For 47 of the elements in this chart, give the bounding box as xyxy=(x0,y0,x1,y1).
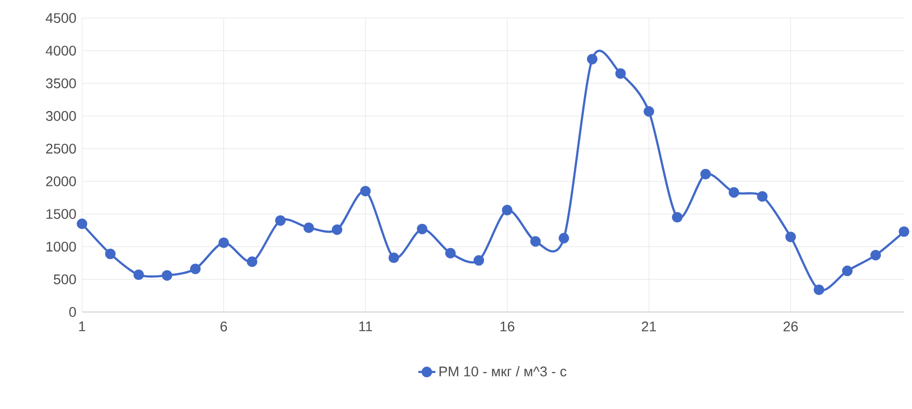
point xyxy=(728,187,740,198)
point xyxy=(388,252,400,264)
x-tick-label: 11 xyxy=(359,322,372,332)
point xyxy=(416,224,428,234)
y-tick-label: 4000 xyxy=(46,46,76,56)
y-tick-label: 500 xyxy=(54,274,76,284)
point xyxy=(586,54,598,64)
point xyxy=(502,204,512,216)
y-tick-label: 3000 xyxy=(46,111,76,121)
point xyxy=(615,68,626,79)
point xyxy=(814,284,824,296)
point xyxy=(303,222,314,233)
point xyxy=(672,212,683,223)
y-tick-label: 2000 xyxy=(46,176,76,186)
point xyxy=(644,106,654,117)
point xyxy=(105,248,116,260)
point xyxy=(445,248,456,258)
point xyxy=(246,256,258,267)
point xyxy=(757,191,768,202)
point xyxy=(842,266,853,276)
point xyxy=(530,236,541,247)
point xyxy=(360,186,371,196)
point xyxy=(190,264,201,274)
y-tick-label: 4500 xyxy=(46,13,76,23)
x-tick-label: 21 xyxy=(642,322,656,332)
x-tick-label: 1 xyxy=(79,322,86,332)
point xyxy=(700,168,711,180)
point xyxy=(218,237,230,248)
y-tick-label: 3500 xyxy=(46,78,76,88)
point xyxy=(162,270,172,281)
x-tick-label: 16 xyxy=(500,322,514,332)
point xyxy=(474,255,484,266)
y-tick-label: 2500 xyxy=(46,144,76,154)
point xyxy=(785,232,796,242)
point xyxy=(133,269,144,280)
x-tick-label: 26 xyxy=(784,322,798,332)
legend-label: PM 10 - мкг / м^3 - с xyxy=(440,366,566,376)
point xyxy=(870,250,881,260)
point xyxy=(898,226,910,237)
point xyxy=(76,218,88,230)
x-tick-label: 6 xyxy=(220,322,227,332)
y-tick-label: 1000 xyxy=(46,242,76,252)
y-tick-label: 1500 xyxy=(46,209,76,219)
point xyxy=(332,224,342,235)
point xyxy=(275,215,286,226)
point xyxy=(558,232,570,244)
y-tick-label: 0 xyxy=(69,307,76,317)
